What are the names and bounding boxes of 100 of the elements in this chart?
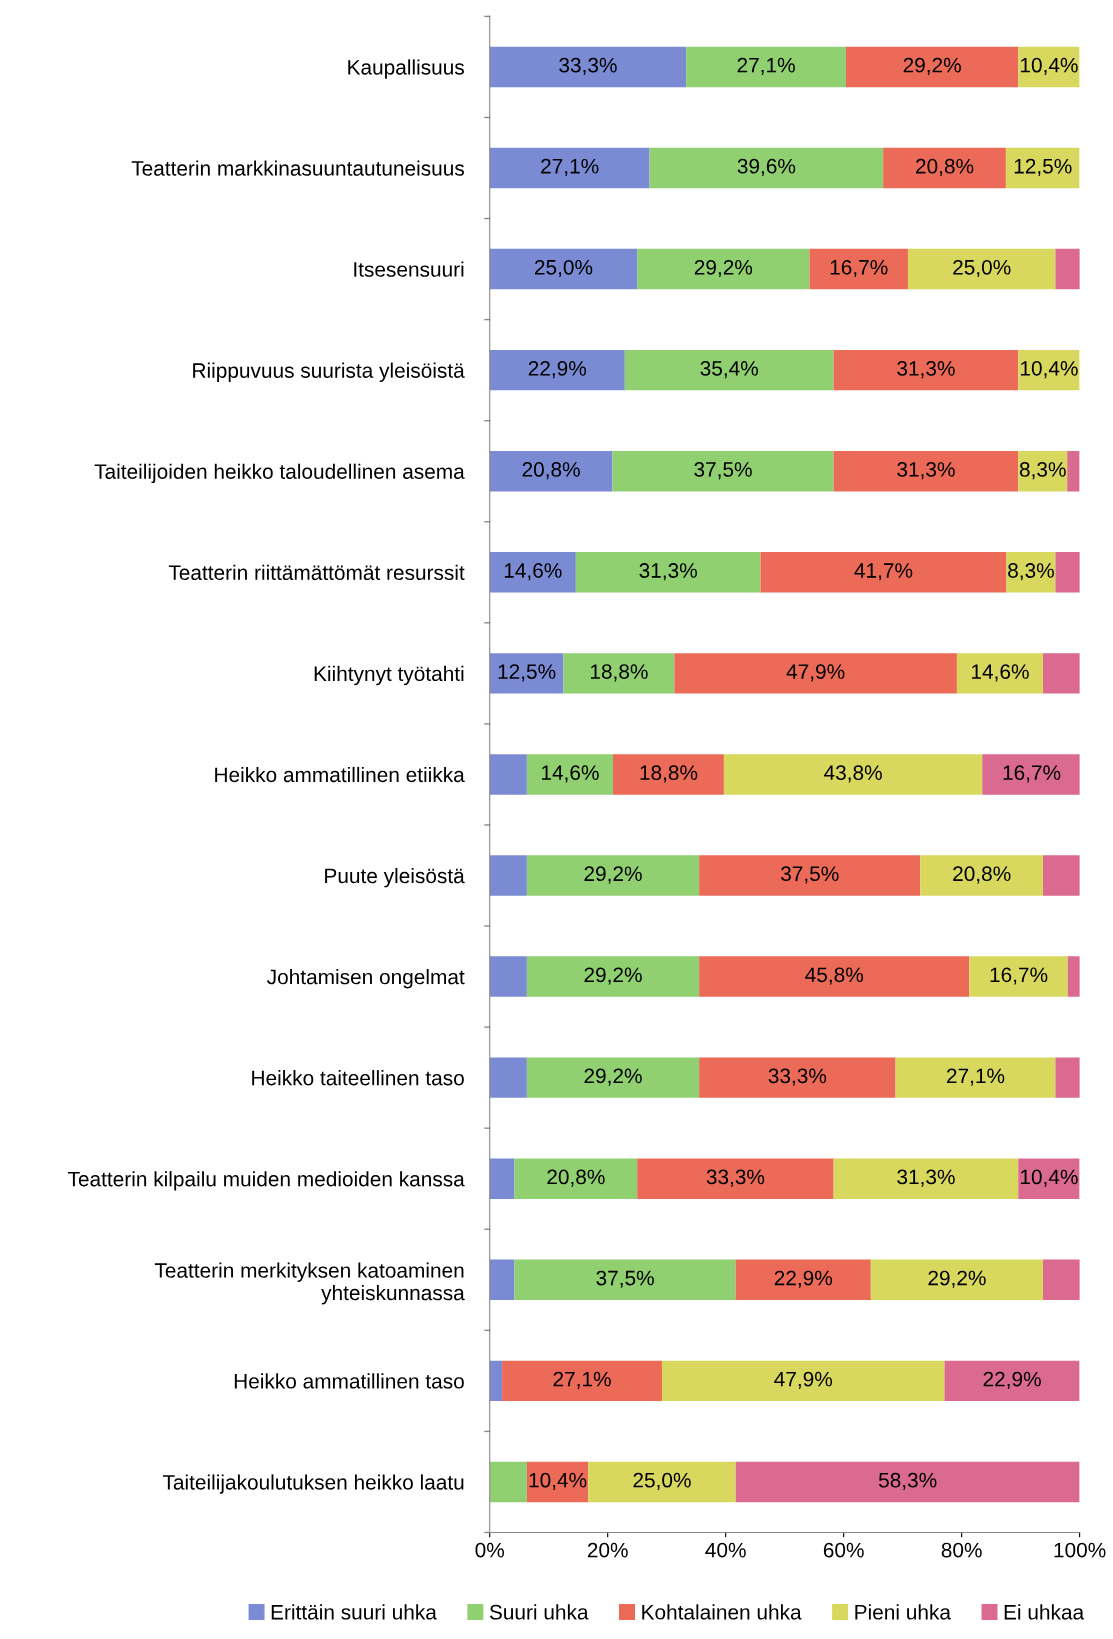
bar: [526, 956, 700, 997]
bar: [907, 248, 1056, 290]
x-tick-label: 20%: [587, 1542, 628, 1558]
bar: [612, 451, 834, 492]
bar: [637, 1158, 834, 1199]
legend-label: Erittäin suuri uhka: [271, 1604, 437, 1620]
data-label: 8,3%: [1019, 462, 1066, 480]
bar: [588, 1461, 736, 1503]
data-label: 58,3%: [878, 1472, 937, 1490]
data-label: 25,0%: [534, 259, 593, 278]
data-label: 27,1%: [947, 1068, 1005, 1086]
data-label: 47,9%: [774, 1371, 833, 1389]
data-label: 20,8%: [953, 866, 1011, 884]
bar: [699, 855, 921, 896]
data-label: 45,8%: [805, 967, 864, 985]
y-tick-label: Johtamisen ongelmat: [267, 969, 465, 989]
bar: [489, 451, 613, 492]
bar: [514, 1259, 736, 1300]
y-tick-label: Teatterin kilpailu muiden medioiden kanssa: [68, 1171, 465, 1191]
bar: [895, 1057, 1056, 1098]
bar: [699, 956, 970, 997]
data-label: 14,6%: [972, 664, 1029, 682]
data-label: 27,1%: [553, 1371, 611, 1389]
bar: [674, 653, 957, 694]
data-label: 16,7%: [1003, 765, 1061, 783]
data-label: 37,5%: [694, 462, 752, 480]
data-label: 14,6%: [542, 765, 599, 783]
legend-label: Kohtalainen uhka: [642, 1604, 802, 1620]
x-tick-label: 40%: [705, 1542, 746, 1558]
legend-label: Pieni uhka: [855, 1604, 951, 1620]
bar: [883, 147, 1006, 189]
bar: [846, 46, 1019, 88]
bar: [1043, 653, 1080, 694]
bar: [661, 1360, 945, 1402]
data-label: 27,1%: [541, 158, 599, 177]
data-label: 25,0%: [953, 259, 1011, 278]
bar: [686, 46, 847, 88]
data-label: 31,3%: [897, 360, 955, 379]
bar: [489, 248, 638, 290]
bar: [699, 1057, 896, 1098]
bar: [969, 956, 1068, 997]
y-tick-label: Teatterin markkinasuuntautuneisuus: [131, 160, 464, 176]
data-label: 20,8%: [547, 1169, 605, 1187]
bar: [944, 1360, 1080, 1402]
bar: [1005, 147, 1080, 189]
bar: [526, 754, 614, 795]
bar: [956, 653, 1044, 694]
y-tick-label: Teatterin riittämättömät resurssit: [168, 564, 465, 581]
bar: [735, 1259, 871, 1300]
bar: [613, 754, 724, 795]
data-label: 33,3%: [768, 1068, 827, 1086]
bar: [649, 147, 884, 189]
x-tick-label: 100%: [1054, 1542, 1106, 1558]
bar: [1043, 1259, 1080, 1300]
data-label: 12,5%: [1014, 158, 1072, 177]
y-tick-label: Heikko ammatillinen taso: [234, 1373, 464, 1389]
y-tick-label: Taiteilijakoulutuksen heikko laatu: [162, 1474, 464, 1494]
bar: [982, 754, 1080, 795]
bar: [723, 754, 983, 795]
bar: [514, 1158, 638, 1199]
x-tick-label: 0%: [475, 1542, 505, 1558]
bar: [502, 1360, 662, 1402]
bar: [833, 349, 1019, 391]
data-label: 37,5%: [596, 1270, 654, 1288]
data-label: 27,1%: [737, 57, 795, 75]
data-label: 33,3%: [559, 57, 617, 75]
bar: [489, 1057, 527, 1098]
bar: [1055, 1057, 1080, 1098]
y-tick-label: Kiihtynyt työtahti: [314, 665, 464, 686]
bar: [489, 754, 527, 795]
bar: [489, 552, 576, 593]
bar: [1055, 552, 1080, 593]
data-label: 31,3%: [639, 563, 697, 581]
data-label: 22,9%: [774, 1270, 833, 1288]
legend-label: Ei uhkaa: [1004, 1604, 1085, 1620]
bar: [563, 653, 675, 694]
data-label: 10,4%: [1020, 1169, 1078, 1187]
data-label: 18,8%: [590, 664, 648, 682]
bar: [1018, 1158, 1080, 1199]
data-label: 25,0%: [633, 1472, 691, 1490]
bar: [489, 1259, 515, 1300]
data-label: 29,2%: [584, 866, 642, 884]
data-label: 39,6%: [737, 158, 796, 177]
bar: [489, 349, 625, 391]
data-label: 41,7%: [854, 563, 913, 581]
bar: [870, 1259, 1044, 1300]
data-label: 35,4%: [700, 360, 759, 379]
bar: [526, 855, 700, 896]
x-tick-label: 60%: [823, 1542, 864, 1558]
bar: [760, 552, 1007, 593]
data-label: 16,7%: [830, 259, 888, 278]
data-label: 20,8%: [916, 158, 974, 177]
data-label: 10,4%: [529, 1472, 587, 1490]
data-label: 31,3%: [897, 1169, 955, 1187]
data-label: 29,2%: [584, 1068, 642, 1086]
y-tick-label: Heikko taiteellinen taso: [252, 1070, 464, 1086]
y-tick-label: Puute yleisöstä: [325, 867, 465, 888]
bar: [489, 1158, 515, 1199]
data-label: 29,2%: [928, 1270, 986, 1288]
bar: [735, 1461, 1080, 1503]
